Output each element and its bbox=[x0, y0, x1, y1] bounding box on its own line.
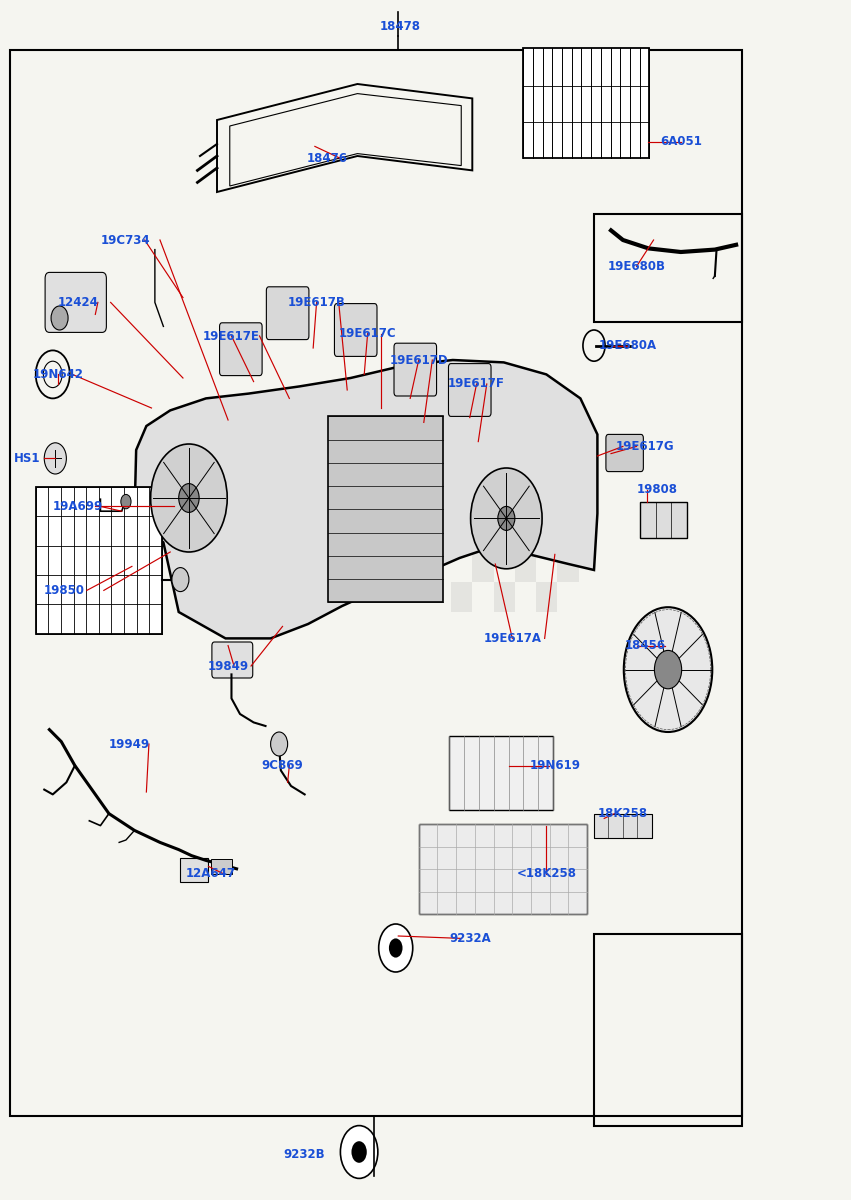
Text: 19N619: 19N619 bbox=[529, 760, 580, 772]
Bar bbox=[515, 552, 536, 582]
FancyBboxPatch shape bbox=[448, 364, 491, 416]
Circle shape bbox=[271, 732, 288, 756]
Bar bbox=[557, 432, 579, 462]
Text: 9232B: 9232B bbox=[284, 1148, 325, 1160]
FancyBboxPatch shape bbox=[334, 304, 377, 356]
Bar bbox=[594, 814, 652, 838]
FancyBboxPatch shape bbox=[212, 642, 253, 678]
Bar bbox=[523, 48, 649, 158]
Bar bbox=[472, 492, 494, 522]
Bar bbox=[472, 432, 494, 462]
Text: 18476: 18476 bbox=[307, 152, 348, 164]
Circle shape bbox=[179, 484, 199, 512]
Circle shape bbox=[471, 468, 542, 569]
Text: s c r u b: s c r u b bbox=[180, 504, 305, 533]
Text: 19E617B: 19E617B bbox=[288, 296, 346, 308]
Bar bbox=[536, 402, 557, 432]
Text: <18K258: <18K258 bbox=[517, 868, 576, 880]
FancyBboxPatch shape bbox=[394, 343, 437, 396]
Circle shape bbox=[624, 607, 712, 732]
Bar bbox=[10, 50, 742, 1116]
Text: 9C869: 9C869 bbox=[261, 760, 304, 772]
Text: 19C734: 19C734 bbox=[101, 234, 151, 246]
FancyBboxPatch shape bbox=[220, 323, 262, 376]
Circle shape bbox=[351, 1141, 367, 1163]
Circle shape bbox=[44, 443, 66, 474]
Bar bbox=[211, 859, 232, 874]
Text: 19E617D: 19E617D bbox=[390, 354, 448, 366]
Bar bbox=[494, 402, 515, 432]
Bar bbox=[536, 582, 557, 612]
Bar bbox=[536, 462, 557, 492]
Text: 19N642: 19N642 bbox=[32, 368, 83, 380]
Text: 19808: 19808 bbox=[637, 484, 677, 496]
Polygon shape bbox=[134, 360, 597, 638]
Text: 19849: 19849 bbox=[208, 660, 248, 672]
Text: 19949: 19949 bbox=[109, 738, 150, 750]
Text: 19E617C: 19E617C bbox=[339, 328, 397, 340]
Circle shape bbox=[498, 506, 515, 530]
Bar bbox=[640, 502, 687, 538]
Circle shape bbox=[51, 306, 68, 330]
Bar bbox=[419, 824, 587, 914]
Text: 18478: 18478 bbox=[380, 20, 420, 32]
Bar bbox=[451, 402, 472, 432]
Circle shape bbox=[389, 938, 403, 958]
Text: HS1: HS1 bbox=[14, 452, 41, 464]
Text: 19E617G: 19E617G bbox=[616, 440, 674, 452]
Circle shape bbox=[379, 924, 413, 972]
FancyBboxPatch shape bbox=[45, 272, 106, 332]
Text: 19E617A: 19E617A bbox=[483, 632, 541, 644]
Bar bbox=[494, 522, 515, 552]
Bar bbox=[36, 487, 162, 634]
Bar bbox=[515, 492, 536, 522]
Circle shape bbox=[340, 1126, 378, 1178]
FancyBboxPatch shape bbox=[606, 434, 643, 472]
Bar bbox=[594, 934, 742, 1126]
Text: 18456: 18456 bbox=[625, 640, 665, 652]
Circle shape bbox=[654, 650, 682, 689]
Bar bbox=[451, 522, 472, 552]
Text: 19850: 19850 bbox=[43, 584, 84, 596]
Circle shape bbox=[151, 444, 227, 552]
Text: 19E617E: 19E617E bbox=[203, 330, 260, 342]
Bar bbox=[536, 522, 557, 552]
Text: 6A051: 6A051 bbox=[660, 136, 702, 148]
Bar bbox=[557, 552, 579, 582]
Text: 19E680A: 19E680A bbox=[599, 340, 657, 352]
Bar bbox=[451, 462, 472, 492]
Bar bbox=[494, 462, 515, 492]
Bar bbox=[472, 552, 494, 582]
Text: c a r  p a r t s: c a r p a r t s bbox=[191, 539, 294, 553]
Text: 19E680B: 19E680B bbox=[608, 260, 665, 272]
Circle shape bbox=[172, 568, 189, 592]
Bar bbox=[515, 432, 536, 462]
Text: 19E617F: 19E617F bbox=[448, 378, 505, 390]
Text: 18K258: 18K258 bbox=[598, 808, 648, 820]
Bar bbox=[494, 582, 515, 612]
Text: 12A647: 12A647 bbox=[186, 868, 236, 880]
Bar bbox=[557, 492, 579, 522]
Text: 12424: 12424 bbox=[58, 296, 99, 308]
Bar bbox=[594, 214, 742, 322]
Text: 19A699: 19A699 bbox=[53, 500, 104, 512]
Bar bbox=[451, 582, 472, 612]
Circle shape bbox=[121, 494, 131, 509]
Bar bbox=[180, 858, 208, 882]
Bar bbox=[328, 416, 443, 602]
Bar bbox=[449, 736, 553, 810]
FancyBboxPatch shape bbox=[266, 287, 309, 340]
Text: 9232A: 9232A bbox=[448, 932, 491, 944]
